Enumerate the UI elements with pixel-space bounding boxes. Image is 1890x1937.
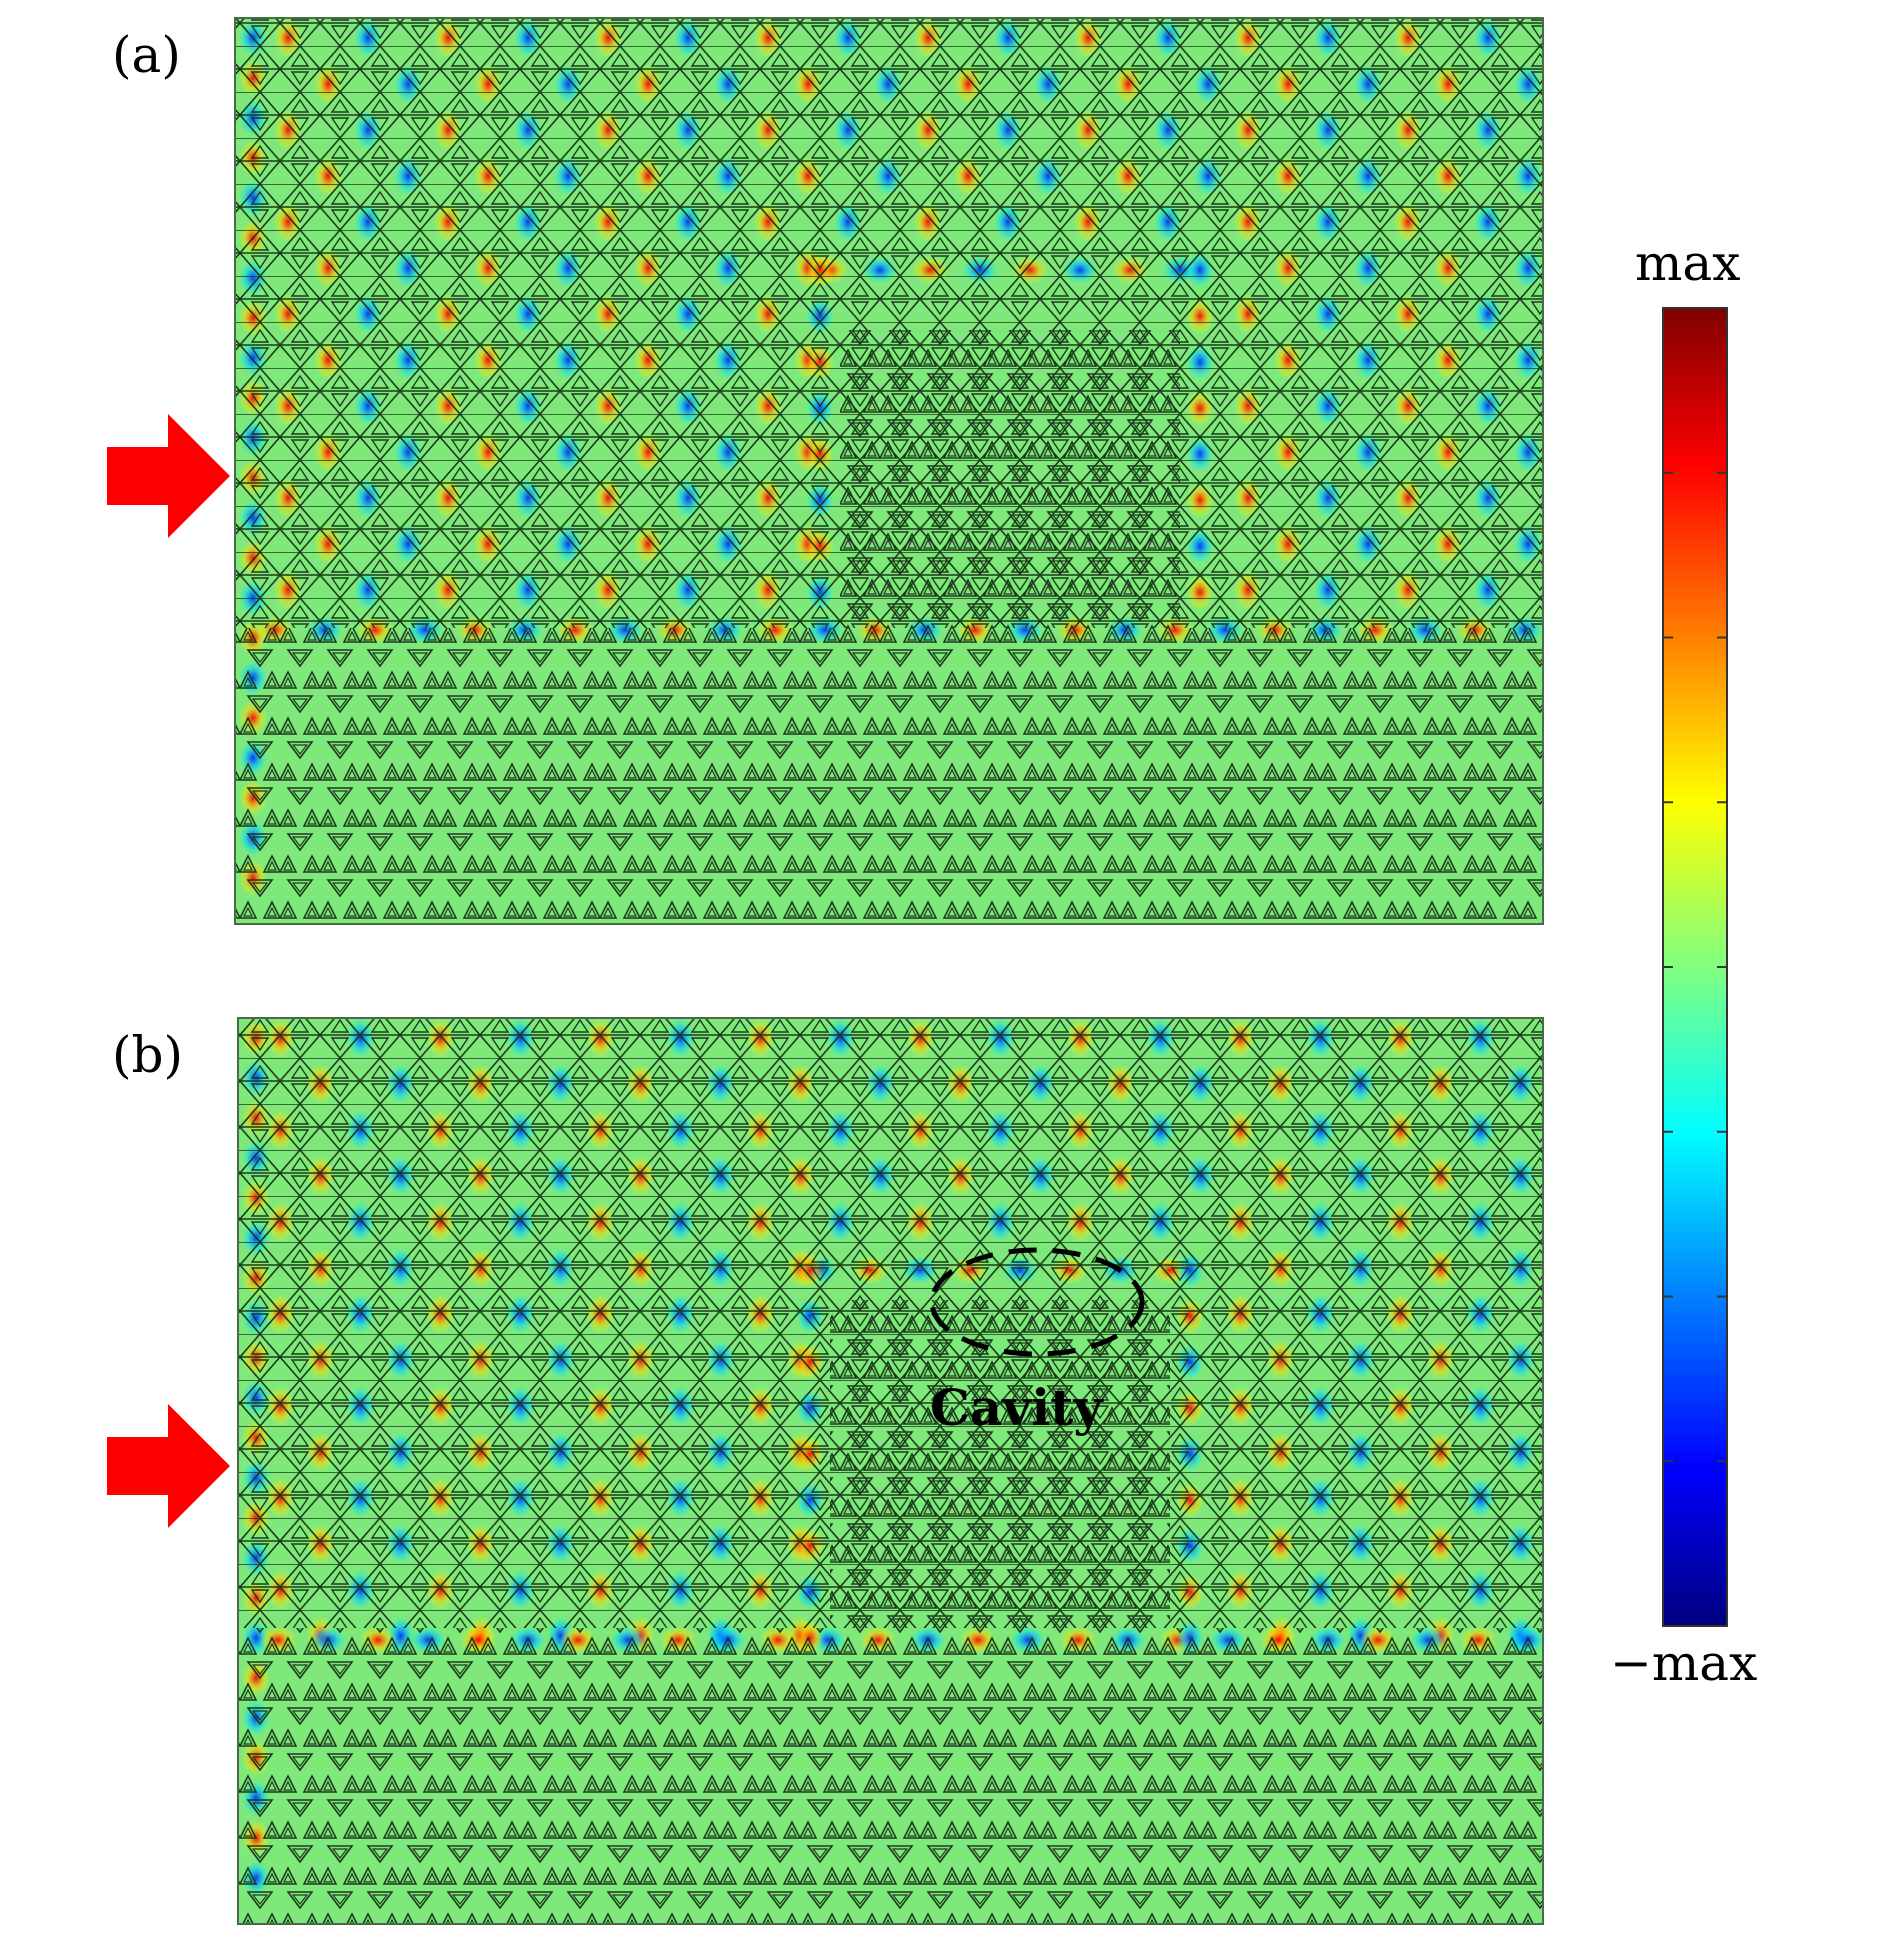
colorbar-min-label: −max bbox=[1610, 1634, 1757, 1692]
colorbar-max-label: max bbox=[1635, 234, 1740, 292]
colorbar-ticks bbox=[1663, 471, 1727, 1463]
cavity-label: Cavity bbox=[930, 1378, 1104, 1437]
panel-a bbox=[234, 17, 1544, 925]
panel-b-lattice-lower bbox=[238, 1628, 1543, 1924]
panel-b: Cavity bbox=[237, 1017, 1546, 1925]
panel-a-lattice-cavity bbox=[840, 330, 1180, 628]
colorbar: max −max bbox=[1610, 234, 1757, 1692]
panel-a-lattice-lower bbox=[235, 628, 1543, 924]
panel-label-b: (b) bbox=[112, 1026, 183, 1084]
incident-arrow-a bbox=[107, 414, 230, 538]
incident-arrow-b bbox=[107, 1404, 230, 1528]
panel-b-lattice-cavity bbox=[830, 1300, 1170, 1628]
cavity-outline bbox=[929, 1247, 1145, 1357]
panel-label-a: (a) bbox=[112, 26, 181, 84]
